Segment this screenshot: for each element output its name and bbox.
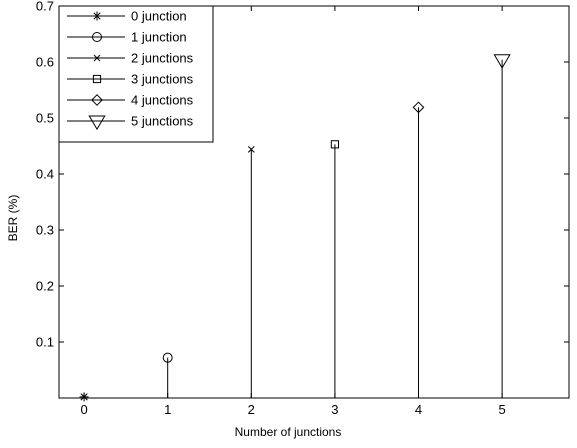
x-tick-label: 2 <box>248 402 255 417</box>
legend-marker-cross <box>93 54 101 62</box>
y-tick-label: 0.4 <box>36 167 54 182</box>
y-tick-label: 0.3 <box>36 223 54 238</box>
legend-entry: 2 junctions <box>67 51 194 66</box>
legend-marker-circle <box>92 32 102 42</box>
legend-entry: 5 junctions <box>67 114 194 131</box>
legend-label: 4 junctions <box>131 93 194 108</box>
stem-marker-diamond <box>412 101 425 114</box>
x-tick-label: 0 <box>80 402 87 417</box>
y-axis-label: BER (%) <box>6 195 20 242</box>
stem-3 <box>330 140 340 398</box>
legend-label: 1 junction <box>131 30 187 45</box>
stems-layer <box>79 54 511 402</box>
stem-2 <box>247 146 255 398</box>
x-tick-label: 3 <box>331 402 338 417</box>
legend: 0 junction 1 junction 2 junctions 3 junctio… <box>58 5 214 143</box>
stem-marker-triangle-down <box>493 54 511 69</box>
stem-4 <box>412 101 425 398</box>
legend-label: 5 junctions <box>131 114 194 129</box>
stem-marker-cross <box>247 146 255 153</box>
stem-marker-circle <box>162 352 173 363</box>
y-tick-label: 0.1 <box>36 335 54 350</box>
y-tick-label: 0.7 <box>36 0 54 14</box>
legend-marker-triangle-down <box>88 115 106 131</box>
legend-entry: 4 junctions <box>67 93 194 108</box>
x-tick-label: 5 <box>498 402 505 417</box>
legend-box <box>58 5 214 143</box>
legend-label: 0 junction <box>131 9 187 24</box>
stem-marker-square <box>330 140 340 149</box>
legend-marker-square <box>92 74 102 84</box>
y-tick-label: 0.5 <box>36 111 54 126</box>
y-tick-label: 0.2 <box>36 279 54 294</box>
legend-label: 3 junctions <box>131 72 194 87</box>
legend-entry: 3 junctions <box>67 72 194 87</box>
legend-label: 2 junctions <box>131 51 194 66</box>
x-axis-label: Number of junctions <box>235 425 342 439</box>
x-tick-label: 1 <box>164 402 171 417</box>
legend-marker-asterisk <box>92 11 102 21</box>
legend-marker-diamond <box>91 94 103 106</box>
legend-entry: 1 junction <box>67 30 187 45</box>
stem-5 <box>493 54 511 398</box>
legend-entry: 0 junction <box>67 9 187 24</box>
stem-1 <box>162 352 173 398</box>
y-tick-label: 0.6 <box>36 55 54 70</box>
x-tick-label: 4 <box>415 402 422 417</box>
